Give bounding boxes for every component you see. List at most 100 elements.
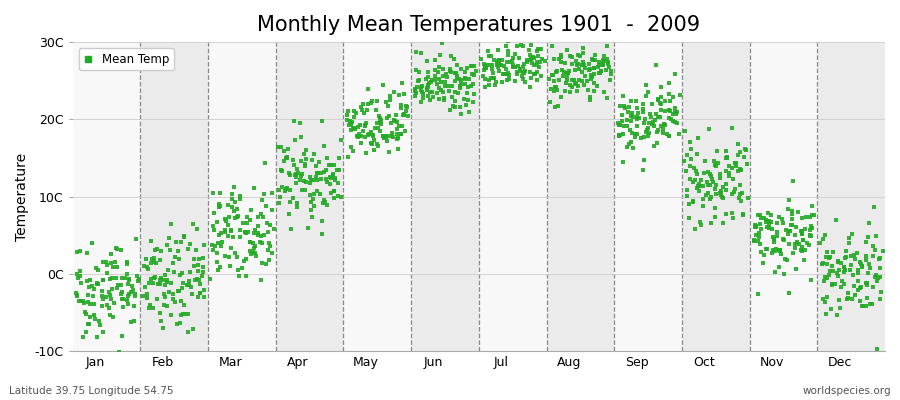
Point <box>688 168 703 174</box>
Point <box>577 62 591 68</box>
Point <box>691 135 706 141</box>
Point <box>356 110 371 116</box>
Point <box>635 106 650 112</box>
Point <box>220 232 235 239</box>
Point <box>508 51 522 57</box>
Point <box>543 99 557 106</box>
Point <box>575 45 590 51</box>
Point <box>507 36 521 43</box>
Point <box>91 281 105 287</box>
Point <box>779 226 794 233</box>
Point <box>224 226 238 233</box>
Point <box>303 198 318 205</box>
Point <box>176 302 191 309</box>
Point <box>316 143 330 150</box>
Point <box>772 248 787 254</box>
Point <box>860 294 874 301</box>
Point <box>222 254 237 260</box>
Point <box>115 333 130 339</box>
Point <box>332 155 347 161</box>
Point <box>670 108 684 115</box>
Point <box>796 248 810 254</box>
Point <box>96 276 111 283</box>
Point <box>254 233 268 239</box>
Point <box>868 232 883 239</box>
Point <box>731 141 745 147</box>
Point <box>844 231 859 237</box>
Point <box>615 112 629 118</box>
Point <box>795 231 809 237</box>
Point <box>749 222 763 229</box>
Point <box>751 238 765 244</box>
Point <box>694 177 708 184</box>
Point <box>704 173 718 180</box>
Point <box>491 57 506 63</box>
Point <box>645 121 660 127</box>
Point <box>230 254 244 260</box>
Point <box>531 53 545 60</box>
Point <box>391 146 405 152</box>
Point <box>555 67 570 74</box>
Point <box>630 114 644 120</box>
Point <box>544 72 559 79</box>
Point <box>767 236 781 242</box>
Point <box>448 70 463 76</box>
Point <box>290 200 304 206</box>
Point <box>652 100 667 106</box>
Point <box>777 237 791 244</box>
Point <box>99 294 113 301</box>
Point <box>355 104 369 110</box>
Point <box>283 172 297 178</box>
Point <box>86 300 101 307</box>
Point <box>552 77 566 83</box>
Point <box>571 83 585 89</box>
Point <box>390 131 404 138</box>
Point <box>284 226 299 232</box>
Point <box>188 277 202 284</box>
Point <box>453 103 467 110</box>
Point <box>390 126 404 132</box>
Point <box>320 202 334 208</box>
Point <box>159 278 174 285</box>
Point <box>500 48 515 54</box>
Point <box>432 76 446 83</box>
Point <box>616 130 630 137</box>
Point <box>173 320 187 326</box>
Point <box>386 117 400 124</box>
Point <box>248 185 262 191</box>
Point <box>342 122 356 128</box>
Point <box>177 233 192 239</box>
Point <box>136 293 150 300</box>
Point <box>501 38 516 44</box>
Point <box>510 43 525 49</box>
Point <box>751 212 765 218</box>
Point <box>175 285 189 292</box>
Point <box>509 71 524 78</box>
Point <box>596 61 610 68</box>
Point <box>751 290 765 297</box>
Point <box>315 218 329 224</box>
Point <box>467 72 482 79</box>
Point <box>384 120 399 126</box>
Point <box>662 133 676 139</box>
Point <box>635 109 650 116</box>
Point <box>837 269 851 276</box>
Point <box>399 108 413 114</box>
Point <box>788 224 803 230</box>
Point <box>176 280 191 286</box>
Point <box>95 328 110 335</box>
Point <box>767 236 781 242</box>
Point <box>118 275 132 282</box>
Point <box>83 276 97 283</box>
Point <box>478 65 492 71</box>
Point <box>83 314 97 320</box>
Point <box>286 118 301 124</box>
Point <box>662 114 676 121</box>
Point <box>564 76 579 83</box>
Point <box>590 83 604 90</box>
Point <box>522 57 536 63</box>
Point <box>618 105 633 112</box>
Point <box>613 102 627 109</box>
Point <box>547 88 562 95</box>
Point <box>464 83 478 90</box>
